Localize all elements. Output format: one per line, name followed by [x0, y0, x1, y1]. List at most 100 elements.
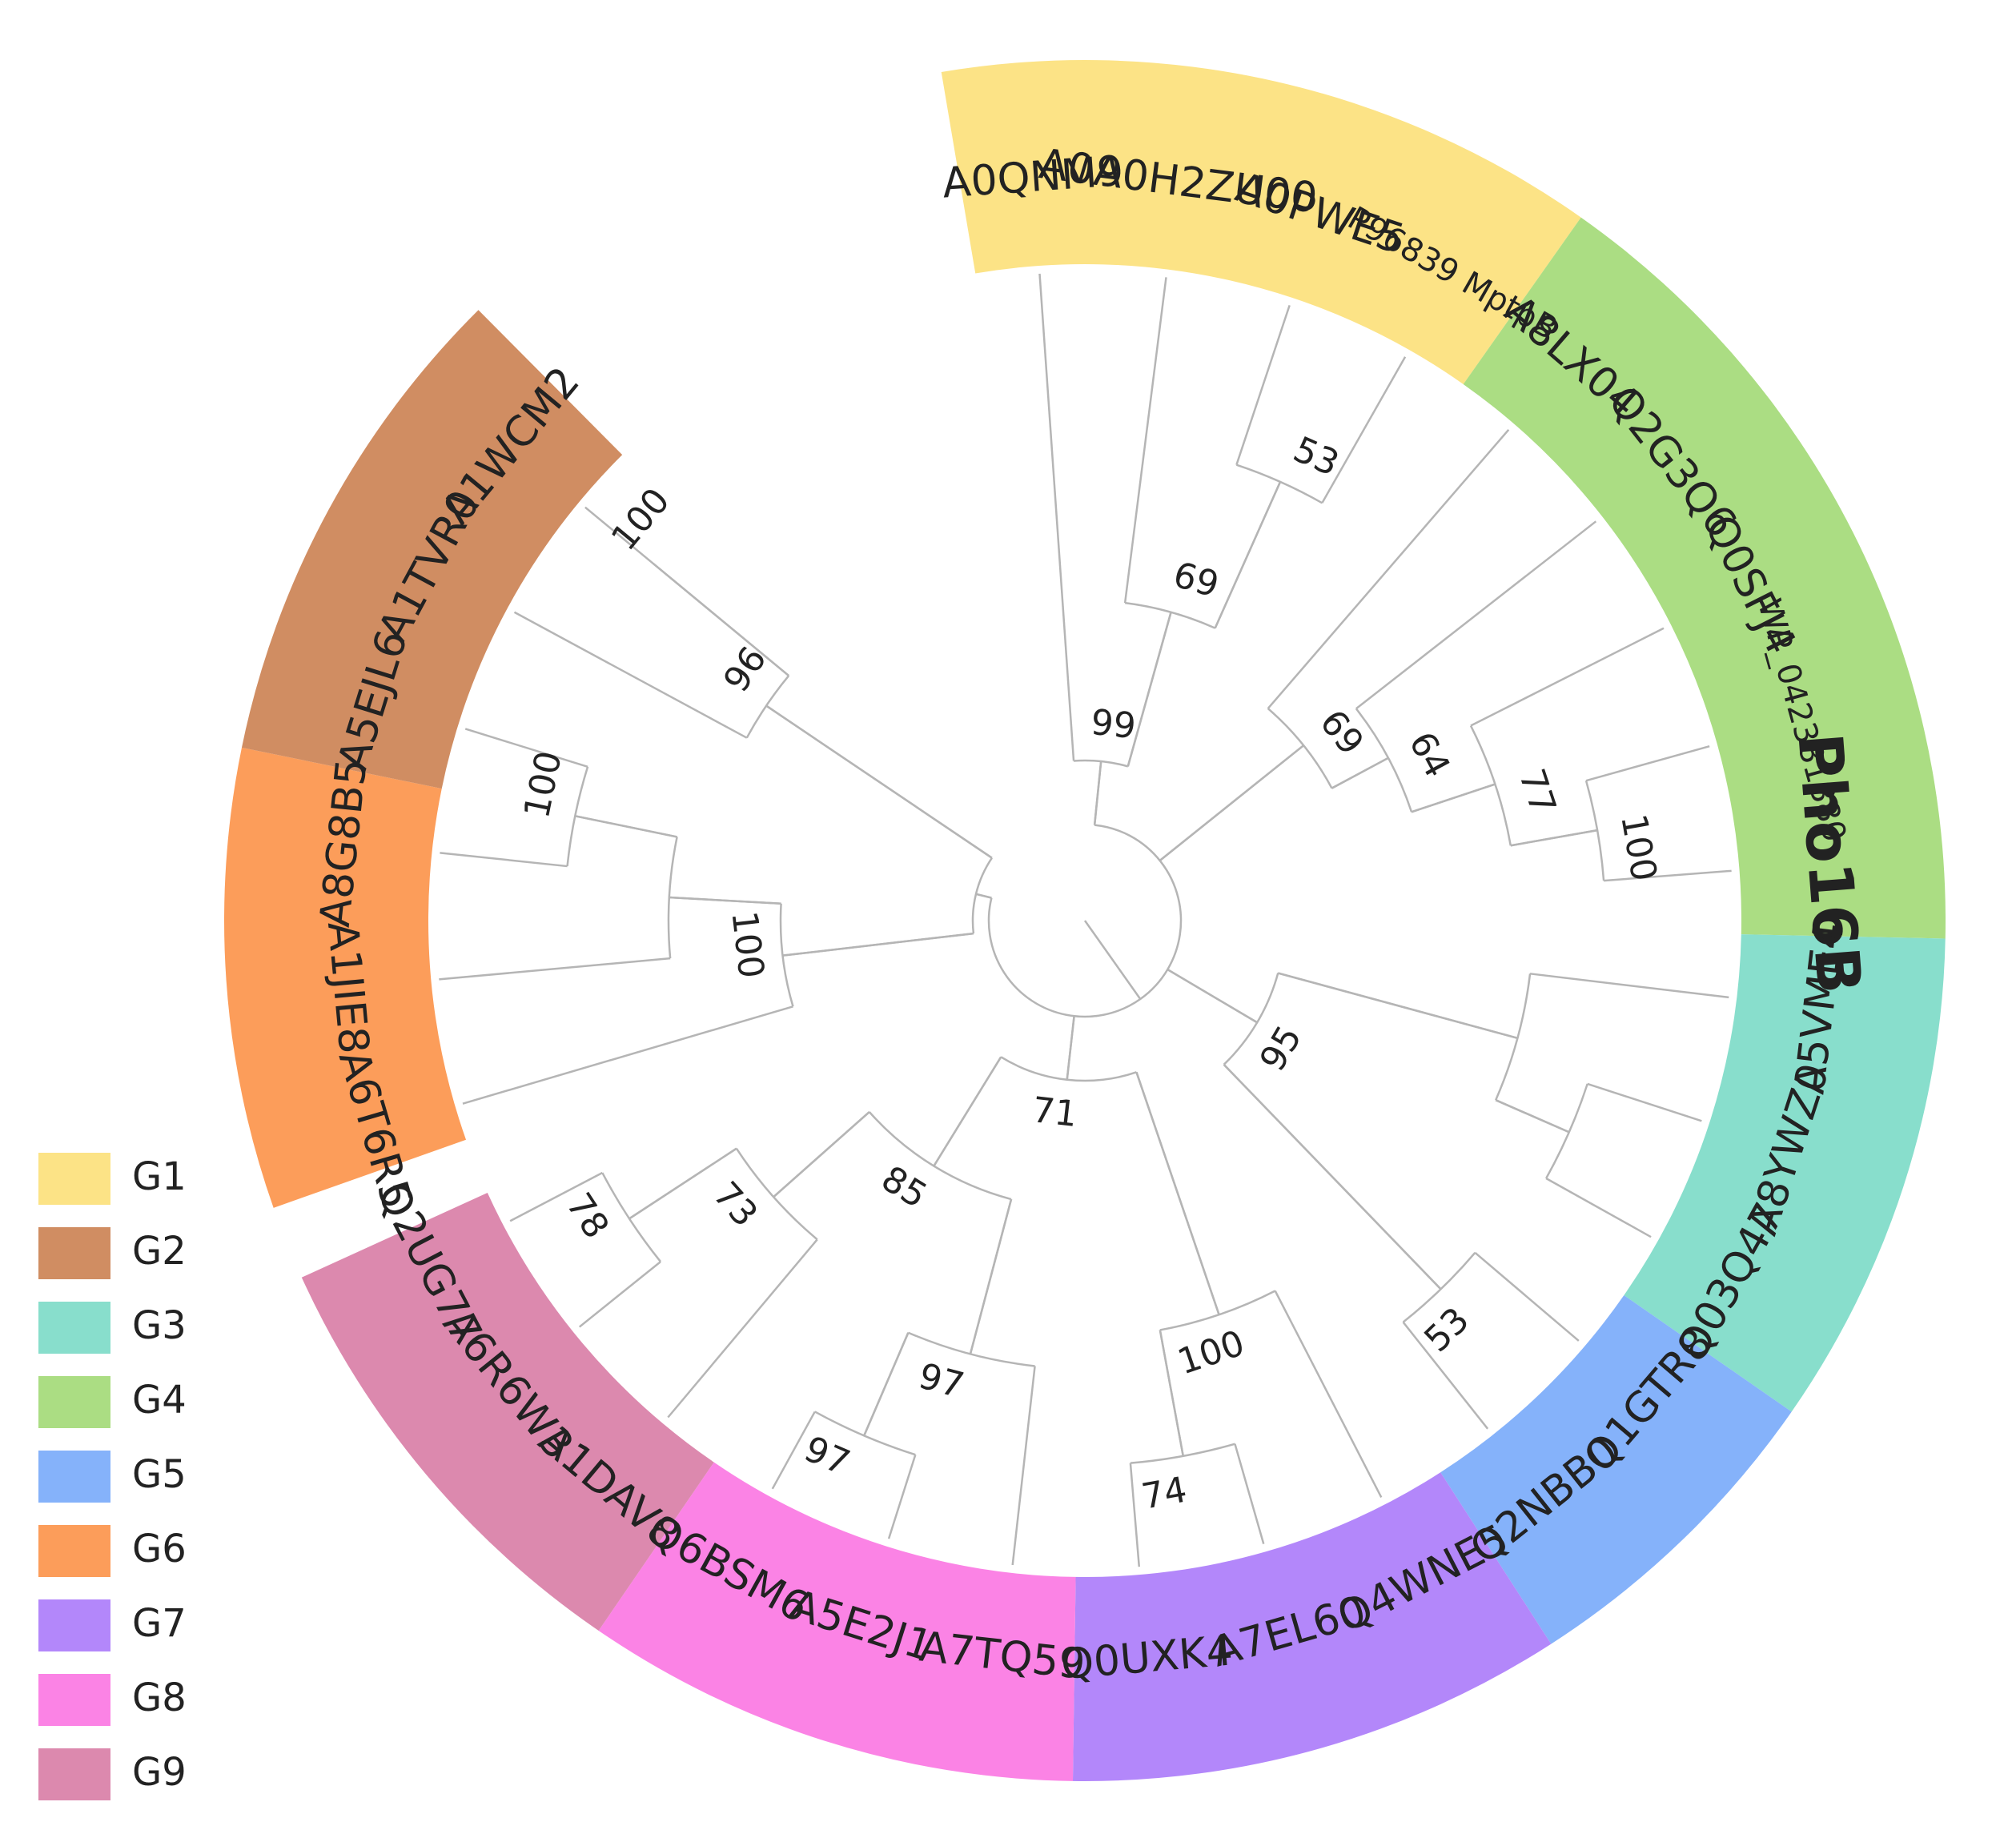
branch-line	[1123, 277, 1167, 604]
legend-swatch-g7	[38, 1599, 110, 1651]
legend-label-g1: G1	[132, 1154, 187, 1199]
bootstrap-value-g2-root: 96	[716, 640, 775, 700]
branch-line	[1267, 429, 1510, 709]
bootstrap-value-g1-b: 53	[1287, 429, 1345, 484]
branch-line	[1355, 520, 1597, 710]
branch-line	[1274, 1290, 1383, 1498]
legend-swatch-g2	[38, 1227, 110, 1279]
legend: G1 G2 G3 G4 G5 G6 G7 G8 G9	[38, 1153, 187, 1800]
bootstrap-value-g1-root: 99	[1089, 702, 1138, 747]
branch-line	[1234, 1443, 1265, 1544]
branch-stem	[1223, 1063, 1442, 1290]
branch-stem	[782, 932, 974, 957]
bootstrap-value-g4-a: 64	[1401, 725, 1458, 784]
branch-stem	[628, 1147, 737, 1220]
legend-label-g9: G9	[132, 1750, 187, 1795]
branch-line	[1529, 973, 1729, 999]
branch-line	[439, 957, 671, 981]
branch-stem	[1135, 1071, 1220, 1315]
branch-line	[1321, 356, 1407, 504]
legend-label-g3: G3	[132, 1303, 187, 1348]
branch-stem	[1214, 481, 1282, 629]
branch-line	[1038, 273, 1075, 761]
branch-stem	[1411, 783, 1496, 813]
legend-swatch-g5	[38, 1451, 110, 1503]
bootstrap-value-g4-b: 77	[1511, 764, 1564, 819]
branch-stem	[652, 562, 789, 676]
bootstrap-value-g7-root: 100	[1173, 1322, 1250, 1383]
bootstrap-value-mid-c: 97	[798, 1429, 856, 1484]
legend-label-g5: G5	[132, 1452, 187, 1497]
branch-line	[1011, 1366, 1036, 1566]
branch-line	[578, 1261, 661, 1328]
branch-stem	[1066, 1016, 1075, 1080]
leaf-label-a1jie8: A1JIE8	[318, 920, 378, 1056]
branch-line	[1545, 1177, 1652, 1238]
branch-arc	[868, 1111, 1012, 1201]
bootstrap-value-g4-c: 100	[1612, 811, 1665, 885]
sector-g9	[301, 1193, 714, 1631]
branch-stem	[1331, 756, 1389, 789]
branch-line	[584, 506, 654, 564]
branch-stem	[1159, 1330, 1184, 1457]
sector-g2	[241, 310, 623, 789]
sector-g7	[1072, 1472, 1552, 1781]
branch-stem	[969, 1198, 1013, 1354]
branch-stem	[773, 1111, 870, 1198]
bootstrap-value-g6-a: 100	[516, 748, 570, 822]
branch-line	[887, 1454, 917, 1539]
branch-line	[1474, 1251, 1580, 1342]
bootstrap-value-mid-b: 97	[914, 1355, 968, 1407]
branch-arc	[1584, 780, 1605, 881]
legend-label-g6: G6	[132, 1527, 187, 1571]
branch-line	[513, 611, 748, 739]
sector-g8	[598, 1462, 1076, 1781]
branch-arc	[1235, 464, 1323, 504]
branch-line	[509, 1171, 603, 1222]
branch-line	[464, 728, 588, 768]
branch-line	[771, 1411, 816, 1490]
group-sectors	[224, 60, 1946, 1781]
bootstrap-value-g7-a: 74	[1139, 1470, 1190, 1518]
branch-stem	[765, 704, 993, 859]
branch-stem	[575, 815, 677, 838]
bootstrap-value-g9-root: 73	[705, 1174, 765, 1235]
branch-line	[1235, 305, 1291, 466]
branch-line	[462, 1005, 793, 1105]
bootstrap-value-g6g2-root: 100	[723, 909, 771, 980]
branch-stem	[1093, 760, 1102, 825]
legend-swatch-g4	[38, 1376, 110, 1428]
branch-stem	[1167, 969, 1258, 1024]
branch-stem	[933, 1056, 1002, 1167]
bootstrap-value-g9-a: 78	[558, 1186, 616, 1246]
branch-line	[667, 1238, 818, 1419]
branch-line	[1402, 1321, 1489, 1430]
sector-g4	[1463, 217, 1946, 939]
bootstrap-value-lower-root: 95	[1252, 1019, 1310, 1078]
branch-line	[1129, 1463, 1141, 1567]
legend-label-g4: G4	[132, 1378, 187, 1423]
branch-line	[1470, 627, 1665, 727]
bootstrap-value-g1-a: 69	[1169, 555, 1223, 606]
branch-stem	[1495, 1099, 1570, 1134]
legend-label-g2: G2	[132, 1229, 187, 1274]
legend-swatch-g6	[38, 1525, 110, 1577]
branch-line	[440, 852, 568, 868]
bootstrap-value-mid-root: 71	[1030, 1090, 1079, 1135]
legend-swatch-g1	[38, 1153, 110, 1205]
branch-stem	[1083, 920, 1142, 1000]
sector-g3	[1624, 934, 1946, 1412]
legend-swatch-g9	[38, 1748, 110, 1800]
branch-stem	[975, 893, 992, 899]
bootstrap-value-mid-a: 85	[874, 1158, 934, 1217]
branch-line	[1603, 869, 1732, 882]
legend-swatch-g8	[38, 1674, 110, 1726]
branch-stem	[1126, 612, 1172, 767]
legend-label-g7: G7	[132, 1601, 187, 1646]
branch-stem	[669, 896, 781, 905]
sector-g1	[941, 60, 1581, 384]
branch-stem	[1510, 829, 1598, 847]
legend-swatch-g3	[38, 1302, 110, 1354]
